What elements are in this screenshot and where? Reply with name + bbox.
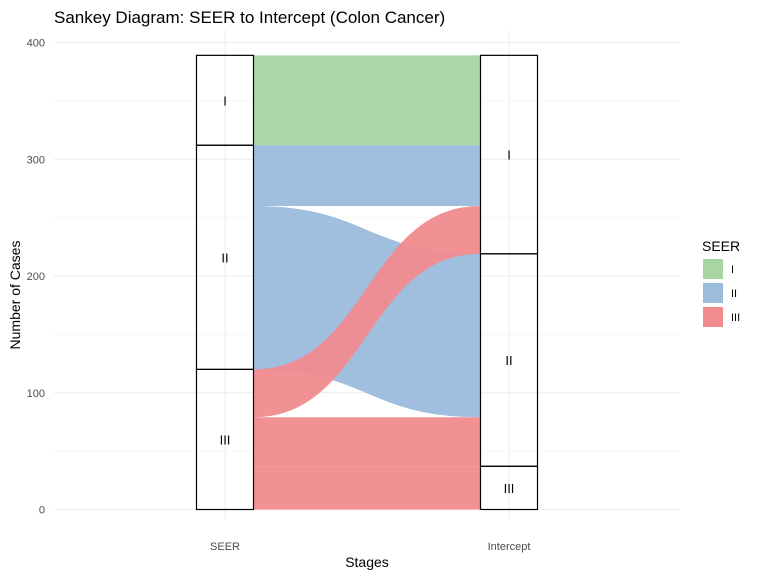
x-axis-title: Stages	[345, 554, 389, 570]
y-tick-label: 200	[27, 271, 45, 283]
legend-label: I	[731, 264, 734, 276]
legend-label: II	[731, 288, 737, 300]
y-tick-label: 0	[39, 505, 45, 517]
y-tick-label: 100	[27, 388, 45, 400]
y-tick-label: 400	[27, 38, 45, 50]
legend-label: III	[731, 312, 740, 324]
intercept-stratum-label: II	[505, 353, 512, 368]
seer-stratum-label: I	[223, 93, 227, 108]
seer-stratum-label: II	[221, 250, 228, 265]
flow-II-to-I	[253, 145, 481, 206]
x-tick-label: SEER	[210, 541, 240, 553]
chart-title: Sankey Diagram: SEER to Intercept (Colon…	[54, 8, 445, 27]
intercept-stratum-label: I	[507, 148, 511, 163]
legend-key-III	[703, 307, 723, 327]
flow-I-to-I	[253, 55, 481, 146]
flow-III-to-III	[253, 466, 481, 510]
legend-key-II	[703, 283, 723, 303]
flow-III-to-I	[253, 205, 481, 418]
y-axis-title: Number of Cases	[7, 241, 23, 350]
seer-stratum-III	[195, 368, 255, 511]
y-axis-ticks: 0 100 200 300 400	[27, 38, 45, 517]
flows	[253, 55, 481, 510]
x-axis-ticks: SEER Intercept	[210, 541, 530, 553]
intercept-stratum-III	[479, 465, 539, 511]
seer-stratum-label: III	[220, 432, 231, 447]
intercept-stratum-label: III	[504, 481, 515, 496]
y-tick-label: 300	[27, 154, 45, 166]
legend-title: SEER	[702, 238, 740, 254]
legend-key-I	[703, 259, 723, 279]
x-tick-label: Intercept	[488, 541, 531, 553]
flow-III-to-II	[253, 417, 481, 467]
